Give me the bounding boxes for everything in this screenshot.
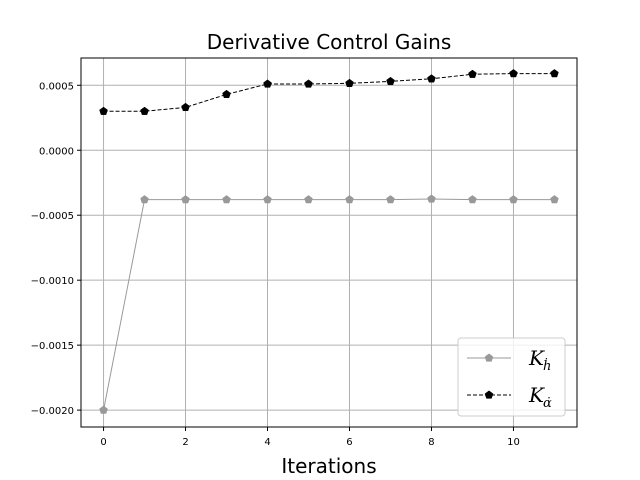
plot-frame bbox=[80, 57, 578, 428]
x-ticks: 0 2 4 6 8 10 bbox=[100, 427, 520, 448]
series-layer bbox=[99, 69, 559, 414]
grid bbox=[81, 58, 577, 427]
data-point bbox=[386, 76, 395, 86]
series-line bbox=[103, 73, 555, 112]
data-point bbox=[468, 69, 477, 78]
legend-label: K bbox=[528, 346, 545, 370]
legend-swatch-marker bbox=[484, 390, 494, 399]
data-point bbox=[550, 195, 559, 204]
data-point bbox=[140, 195, 149, 204]
legend-label-subscript: α̇ bbox=[543, 396, 552, 411]
y-tick-label: 0.0005 bbox=[39, 81, 74, 92]
data-point bbox=[263, 195, 272, 204]
legend-label-subscript: ḣ bbox=[543, 358, 551, 374]
legend-label: K bbox=[528, 383, 545, 407]
y-tick-label: −0.0020 bbox=[31, 406, 74, 417]
series-line bbox=[103, 198, 555, 411]
series-0 bbox=[99, 194, 559, 414]
data-point bbox=[345, 195, 354, 204]
x-tick-label: 4 bbox=[264, 437, 270, 448]
x-tick-label: 8 bbox=[428, 437, 434, 448]
data-point bbox=[222, 89, 231, 99]
y-ticks: −0.0020 −0.0015 −0.0010 −0.0005 0.0000 0.0005 bbox=[31, 81, 81, 417]
data-point bbox=[304, 79, 313, 88]
x-tick-label: 0 bbox=[100, 437, 106, 448]
x-tick-label: 2 bbox=[182, 437, 188, 448]
data-point bbox=[99, 405, 108, 414]
x-tick-label: 10 bbox=[507, 437, 520, 448]
data-point bbox=[263, 79, 272, 88]
data-point bbox=[140, 106, 149, 115]
y-tick-label: 0.0000 bbox=[39, 146, 74, 157]
data-point bbox=[181, 195, 190, 204]
y-tick-label: −0.0005 bbox=[31, 211, 74, 222]
data-point bbox=[181, 102, 190, 112]
data-point bbox=[386, 195, 395, 204]
data-point bbox=[222, 195, 231, 204]
series-1 bbox=[99, 69, 559, 115]
data-point bbox=[550, 69, 559, 78]
chart-title: Derivative Control Gains bbox=[207, 30, 452, 54]
y-tick-label: −0.0010 bbox=[31, 276, 74, 287]
data-point bbox=[427, 194, 436, 203]
data-point bbox=[345, 78, 354, 87]
data-point bbox=[427, 74, 436, 83]
y-tick-label: −0.0015 bbox=[31, 341, 74, 352]
data-point bbox=[99, 106, 108, 115]
x-axis-label: Iterations bbox=[281, 454, 376, 478]
data-point bbox=[304, 195, 313, 204]
legend-swatch-marker bbox=[484, 353, 494, 362]
x-tick-label: 6 bbox=[346, 437, 352, 448]
data-point bbox=[509, 195, 518, 204]
data-point bbox=[509, 69, 518, 78]
data-point bbox=[468, 195, 477, 204]
